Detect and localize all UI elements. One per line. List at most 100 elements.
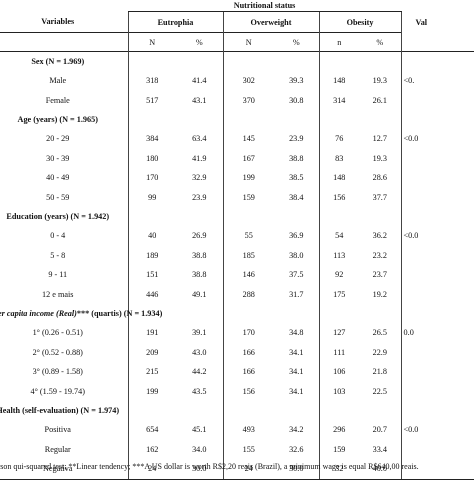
obesity-pct: 19.3	[372, 76, 387, 86]
table-row: Male 318 41.4 302 39.3 148 19.3 <0.	[0, 71, 474, 91]
sub-pct: %	[274, 32, 319, 52]
eutrophia-pct: 45.1	[192, 425, 207, 435]
overweight-n: 146	[222, 265, 274, 285]
table-row: 2° (0.52 - 0.88) 209 43.0 166 34.1 111 22.9	[0, 342, 474, 362]
eutrophia-pct: 23.9	[192, 192, 207, 202]
obesity-pct: 20.7	[372, 425, 387, 435]
row-label: 2° (0.52 - 0.88)	[32, 347, 83, 357]
row-label: 1° (0.26 - 0.51)	[32, 328, 83, 338]
overweight-pct: 38.5	[289, 173, 304, 183]
row-label: 30 - 39	[46, 153, 70, 163]
eutrophia-pct: 26.9	[192, 231, 207, 241]
overweight-n: 185	[222, 245, 274, 265]
overweight-n: 288	[222, 284, 274, 304]
obesity-n: 83	[318, 148, 359, 168]
row-label: 0 - 4	[50, 231, 66, 241]
overweight-header: Overweight	[222, 11, 319, 33]
table-body: Sex (N = 1.969) Male 318 41.4 302 39.3 148 19.3…	[0, 51, 474, 480]
eutrophia-pct: 38.8	[192, 250, 207, 260]
eutrophia-n: 654	[127, 420, 176, 440]
table-row: 5 - 8 189 38.8 185 38.0 113 23.2	[0, 245, 474, 265]
obesity-n: 54	[318, 226, 359, 246]
overweight-n: 155	[222, 439, 274, 459]
eutrophia-n: 191	[127, 323, 176, 343]
row-label: Regular	[44, 444, 71, 454]
p-value: <0.	[400, 71, 474, 91]
group-label: Age (years) (N = 1.965)	[17, 115, 98, 124]
obesity-n: 103	[318, 381, 359, 401]
group-label: er capita income (Real)*** (quartis) (N …	[0, 304, 162, 323]
table-row: 3° (0.89 - 1.58) 215 44.2 166 34.1 106 21.8	[0, 362, 474, 382]
group-title: Nutritional status	[128, 0, 402, 12]
value-header: Val	[400, 11, 474, 33]
eutrophia-pct: 43.1	[192, 95, 207, 105]
eutrophia-n: 40	[127, 226, 176, 246]
group-row: er capita income (Real)*** (quartis) (N …	[0, 304, 474, 323]
row-label: 4° (1.59 - 19.74)	[30, 386, 85, 396]
overweight-pct: 30.8	[289, 95, 304, 105]
table-row: 12 e mais 446 49.1 288 31.7 175 19.2	[0, 284, 474, 304]
sub-n: n	[318, 32, 359, 52]
table-row: 50 - 59 99 23.9 159 38.4 156 37.7	[0, 187, 474, 207]
overweight-n: 166	[222, 342, 274, 362]
income-label-italic: er capita income (Real)	[0, 309, 77, 318]
overweight-pct: 34.2	[289, 425, 304, 435]
overweight-pct: 38.0	[289, 250, 304, 260]
eutrophia-n: 446	[127, 284, 176, 304]
overweight-pct: 34.1	[289, 347, 304, 357]
eutrophia-pct: 41.4	[192, 76, 207, 86]
eutrophia-pct: 32.9	[192, 173, 207, 183]
group-row: Age (years) (N = 1.965)	[0, 110, 474, 129]
obesity-pct: 36.2	[372, 231, 387, 241]
obesity-pct: 26.5	[372, 328, 387, 338]
eutrophia-n: 209	[127, 342, 176, 362]
overweight-n: 170	[222, 323, 274, 343]
p-value: 0.0	[400, 323, 474, 343]
eutrophia-pct: 39.1	[192, 328, 207, 338]
group-label: Health (self-evaluation) (N = 1.974)	[0, 406, 120, 415]
eutrophia-n: 517	[127, 90, 176, 110]
row-label: 12 e mais	[42, 289, 74, 299]
overweight-n: 145	[222, 129, 274, 149]
overweight-pct: 38.8	[289, 153, 304, 163]
row-label: 20 - 29	[46, 134, 70, 144]
table-row: 20 - 29 384 63.4 145 23.9 76 12.7 <0.0	[0, 129, 474, 149]
obesity-n: 127	[318, 323, 359, 343]
obesity-pct: 37.7	[372, 192, 387, 202]
variables-header: Variables	[41, 17, 75, 27]
obesity-pct: 23.7	[372, 270, 387, 280]
row-label: 50 - 59	[46, 192, 70, 202]
obesity-n: 148	[318, 71, 359, 91]
table-row: Regular 162 34.0 155 32.6 159 33.4	[0, 439, 474, 459]
eutrophia-n: 199	[127, 381, 176, 401]
table-row: Female 517 43.1 370 30.8 314 26.1	[0, 90, 474, 110]
overweight-pct: 32.6	[289, 444, 304, 454]
overweight-n: 302	[222, 71, 274, 91]
row-label: 9 - 11	[48, 270, 68, 280]
obesity-pct: 22.9	[372, 347, 387, 357]
p-value	[400, 362, 474, 382]
overweight-n: 370	[222, 90, 274, 110]
table-row: 0 - 4 40 26.9 55 36.9 54 36.2 <0.0	[0, 226, 474, 246]
eutrophia-n: 180	[127, 148, 176, 168]
obesity-pct: 28.6	[372, 173, 387, 183]
p-value	[400, 168, 474, 188]
eutrophia-n: 215	[127, 362, 176, 382]
p-value	[400, 284, 474, 304]
overweight-n: 493	[222, 420, 274, 440]
eutrophia-n: 318	[127, 71, 176, 91]
p-value: <0.0	[400, 420, 474, 440]
obesity-pct: 21.8	[372, 367, 387, 377]
income-label-rest: *** (quartis) (N = 1.934)	[76, 309, 163, 318]
p-value	[400, 245, 474, 265]
p-value	[400, 342, 474, 362]
overweight-pct: 31.7	[289, 289, 304, 299]
eutrophia-pct: 43.5	[192, 386, 207, 396]
p-value	[400, 381, 474, 401]
p-value	[400, 265, 474, 285]
obesity-pct: 23.2	[372, 250, 387, 260]
row-label: 3° (0.89 - 1.58)	[32, 367, 83, 377]
obesity-n: 159	[318, 439, 359, 459]
overweight-pct: 39.3	[289, 76, 304, 86]
row-label: Female	[45, 95, 70, 105]
